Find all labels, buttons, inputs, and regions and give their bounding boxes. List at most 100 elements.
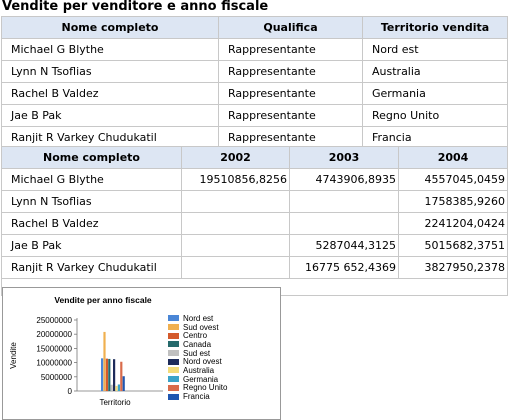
legend-label: Nord ovest — [183, 357, 222, 367]
x-axis-label: Territorio — [99, 398, 131, 407]
column-header-full-name[interactable]: Nome completo — [1, 146, 182, 169]
y-tick-label: 10000000 — [36, 359, 72, 368]
cell-2003 — [289, 190, 399, 213]
cell-2003: 5287044,3125 — [289, 234, 399, 257]
legend-label: Nord est — [183, 313, 214, 323]
cell-full-name: Rachel B Valdez — [1, 212, 182, 235]
column-header-full-name[interactable]: Nome completo — [1, 16, 219, 39]
cell-2004: 3827950,2378 — [398, 256, 508, 279]
legend-label: Centro — [183, 331, 208, 341]
bar — [108, 358, 111, 391]
column-header-qualifica[interactable]: Qualifica — [218, 16, 363, 39]
legend-swatch — [168, 384, 179, 391]
column-header-2002[interactable]: 2002 — [181, 146, 290, 169]
chart-title: Vendite per anno fiscale — [54, 295, 152, 305]
bar — [113, 359, 116, 391]
table-row: Rachel B Valdez Rappresentante Germania — [1, 82, 508, 105]
cell-territorio: Regno Unito — [362, 104, 508, 127]
column-header-2003[interactable]: 2003 — [289, 146, 399, 169]
table-row: Jae B Pak 5287044,3125 5015682,3751 — [1, 234, 508, 257]
cell-full-name: Jae B Pak — [1, 104, 219, 127]
cell-2002: 19510856,8256 — [181, 168, 290, 191]
cell-2002 — [181, 234, 290, 257]
y-tick-label: 0 — [68, 387, 73, 396]
salesperson-table: Nome completo Qualifica Territorio vendi… — [1, 16, 508, 166]
cell-2004: 1758385,9260 — [398, 190, 508, 213]
column-header-territorio[interactable]: Territorio vendita — [362, 16, 508, 39]
legend-item: Regno Unito — [168, 383, 228, 393]
bar — [110, 384, 113, 391]
cell-qualifica: Rappresentante — [218, 82, 363, 105]
bar — [101, 358, 104, 391]
bar — [122, 376, 125, 391]
bar — [103, 331, 106, 391]
cell-territorio: Nord est — [362, 38, 508, 61]
legend-swatch — [168, 393, 179, 400]
sales-chart: Vendite per anno fiscale 0 5000000 1000000… — [2, 287, 281, 420]
legend-item: Sud est — [168, 349, 227, 358]
cell-2003 — [289, 212, 399, 235]
cell-2004: 5015682,3751 — [398, 234, 508, 257]
bar — [115, 385, 118, 391]
table-header-row: Nome completo 2002 2003 2004 — [1, 146, 508, 169]
legend-item: Australia — [168, 366, 227, 375]
cell-2003: 4743906,8935 — [289, 168, 399, 191]
table-header-row: Nome completo Qualifica Territorio vendi… — [1, 16, 508, 39]
bar — [105, 358, 108, 391]
legend-item: Germania — [168, 375, 227, 384]
chart-plot: 0 5000000 10000000 15000000 20000000 25000000… — [9, 316, 163, 407]
page-title: Vendite per venditore e anno fiscale — [2, 0, 269, 14]
table-row: Rachel B Valdez 2241204,0424 — [1, 212, 508, 235]
legend-swatch — [168, 341, 179, 348]
cell-qualifica: Rappresentante — [218, 60, 363, 83]
legend-swatch — [168, 315, 179, 322]
legend-label: Francia — [183, 392, 210, 402]
legend-item: Nord est — [168, 314, 227, 323]
table-row: Jae B Pak Rappresentante Regno Unito — [1, 104, 508, 127]
cell-2002 — [181, 190, 290, 213]
legend-swatch — [168, 350, 179, 357]
legend-item: Canada — [168, 340, 227, 349]
cell-full-name: Lynn N Tsoflias — [1, 190, 182, 213]
legend-swatch — [168, 376, 179, 383]
legend-item: Francia — [168, 392, 227, 401]
cell-full-name: Lynn N Tsoflias — [1, 60, 219, 83]
table-row: Lynn N Tsoflias 1758385,9260 — [1, 190, 508, 213]
chart-legend: Nord est Sud ovest Centro Canada Sud est Nord… — [168, 314, 227, 401]
cell-full-name: Ranjit R Varkey Chudukatil — [1, 256, 182, 279]
cell-2002 — [181, 212, 290, 235]
cell-2003: 16775 652,4369 — [289, 256, 399, 279]
cell-qualifica: Rappresentante — [218, 104, 363, 127]
column-header-2004[interactable]: 2004 — [398, 146, 508, 169]
cell-full-name: Michael G Blythe — [1, 168, 182, 191]
legend-swatch — [168, 324, 179, 331]
cell-territorio: Australia — [362, 60, 508, 83]
legend-swatch — [168, 358, 179, 365]
legend-item: Centro — [168, 331, 227, 340]
sales-by-year-table: Nome completo 2002 2003 2004 Michael G B… — [1, 146, 508, 296]
bar — [120, 361, 123, 391]
legend-label: Regno Unito — [183, 383, 228, 393]
cell-2002 — [181, 256, 290, 279]
bar — [117, 384, 120, 391]
y-tick-label: 25000000 — [36, 316, 72, 325]
cell-full-name: Michael G Blythe — [1, 38, 219, 61]
cell-2004: 2241204,0424 — [398, 212, 508, 235]
y-axis-label: Vendite — [9, 342, 18, 369]
y-tick-label: 20000000 — [36, 330, 72, 339]
table-row: Michael G Blythe 19510856,8256 4743906,8… — [1, 168, 508, 191]
y-tick-label: 5000000 — [41, 373, 73, 382]
cell-2004: 4557045,0459 — [398, 168, 508, 191]
legend-label: Sud est — [183, 348, 211, 358]
table-row: Ranjit R Varkey Chudukatil 16775 652,436… — [1, 256, 508, 279]
legend-item: Nord ovest — [168, 357, 227, 366]
legend-label: Sud ovest — [183, 322, 219, 332]
legend-label: Germania — [183, 374, 219, 384]
legend-item: Sud ovest — [168, 323, 227, 332]
cell-qualifica: Rappresentante — [218, 38, 363, 61]
cell-territorio: Germania — [362, 82, 508, 105]
legend-swatch — [168, 332, 179, 339]
legend-label: Australia — [183, 365, 215, 375]
cell-full-name: Rachel B Valdez — [1, 82, 219, 105]
y-tick-label: 15000000 — [36, 344, 72, 353]
